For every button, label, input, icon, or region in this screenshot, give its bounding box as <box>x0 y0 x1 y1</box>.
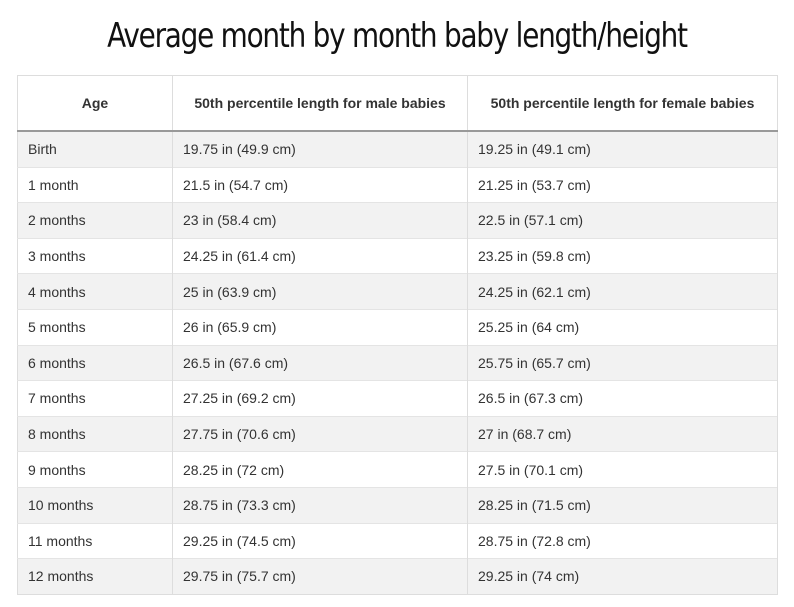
table-cell: 23.25 in (59.8 cm) <box>467 237 778 274</box>
table-row: 11 months 29.25 in (74.5 cm) 28.75 in (72.… <box>17 522 778 559</box>
table-cell: 25 in (63.9 cm) <box>172 273 468 310</box>
column-header: Age <box>17 75 173 132</box>
table-cell: 11 months <box>17 522 173 559</box>
table-cell: 29.75 in (75.7 cm) <box>172 558 468 595</box>
table-cell: 29.25 in (74 cm) <box>467 558 778 595</box>
table-row: 10 months 28.75 in (73.3 cm) 28.25 in (71.… <box>17 486 778 524</box>
table-row: 12 months 29.75 in (75.7 cm) 29.25 in (74 … <box>17 558 778 595</box>
table-cell: 10 months <box>17 486 173 524</box>
table-row: 8 months 27.75 in (70.6 cm) 27 in (68.7 cm… <box>17 415 778 452</box>
table-cell: 2 months <box>17 202 173 239</box>
table-row: 4 months 25 in (63.9 cm) 24.25 in (62.1 cm… <box>17 273 778 310</box>
table-cell: 21.5 in (54.7 cm) <box>172 166 468 203</box>
table-row: 1 month 21.5 in (54.7 cm) 21.25 in (53.7 c… <box>17 166 778 203</box>
table-cell: 9 months <box>17 451 173 488</box>
table-cell: 12 months <box>17 558 173 595</box>
table-row: 5 months 26 in (65.9 cm) 25.25 in (64 cm) <box>17 308 778 346</box>
table-cell: 22.5 in (57.1 cm) <box>467 202 778 239</box>
table-cell: 27.5 in (70.1 cm) <box>467 451 778 488</box>
table-cell: 21.25 in (53.7 cm) <box>467 166 778 203</box>
table-cell: 26 in (65.9 cm) <box>172 308 468 346</box>
table-cell: 27 in (68.7 cm) <box>467 415 778 452</box>
table-cell: 8 months <box>17 415 173 452</box>
table-cell: 6 months <box>17 344 173 381</box>
table-cell: 27.75 in (70.6 cm) <box>172 415 468 452</box>
header-row: Age 50th percentile length for male babie… <box>17 75 778 132</box>
table-cell: 24.25 in (61.4 cm) <box>172 237 468 274</box>
table-cell: 23 in (58.4 cm) <box>172 202 468 239</box>
table-cell: 26.5 in (67.3 cm) <box>467 380 778 417</box>
table-cell: 26.5 in (67.6 cm) <box>172 344 468 381</box>
table-cell: 19.75 in (49.9 cm) <box>172 130 468 168</box>
table-cell: 28.25 in (72 cm) <box>172 451 468 488</box>
table-cell: 7 months <box>17 380 173 417</box>
table-row: 9 months 28.25 in (72 cm) 27.5 in (70.1 cm… <box>17 451 778 488</box>
table-row: 2 months 23 in (58.4 cm) 22.5 in (57.1 cm) <box>17 202 778 239</box>
table-cell: 19.25 in (49.1 cm) <box>467 130 778 168</box>
table-cell: 27.25 in (69.2 cm) <box>172 380 468 417</box>
table-cell: 28.75 in (73.3 cm) <box>172 486 468 524</box>
table-cell: 25.25 in (64 cm) <box>467 308 778 346</box>
table-row: 7 months 27.25 in (69.2 cm) 26.5 in (67.3 … <box>17 380 778 417</box>
table-cell: 1 month <box>17 166 173 203</box>
table-cell: 24.25 in (62.1 cm) <box>467 273 778 310</box>
length-table: Age 50th percentile length for male babie… <box>17 75 778 595</box>
table-cell: 25.75 in (65.7 cm) <box>467 344 778 381</box>
column-header: 50th percentile length for female babies <box>467 75 778 132</box>
table-row: 3 months 24.25 in (61.4 cm) 23.25 in (59.8… <box>17 237 778 274</box>
table-row: Birth 19.75 in (49.9 cm) 19.25 in (49.1 cm… <box>17 130 778 168</box>
title: Average month by month baby length/heigh… <box>107 16 688 56</box>
table-cell: Birth <box>17 130 173 168</box>
table-cell: 3 months <box>17 237 173 274</box>
table-row: 6 months 26.5 in (67.6 cm) 25.75 in (65.7 … <box>17 344 778 381</box>
table-cell: 28.25 in (71.5 cm) <box>467 486 778 524</box>
table-cell: 28.75 in (72.8 cm) <box>467 522 778 559</box>
column-header: 50th percentile length for male babies <box>172 75 468 132</box>
table-cell: 4 months <box>17 273 173 310</box>
table-cell: 5 months <box>17 308 173 346</box>
table-cell: 29.25 in (74.5 cm) <box>172 522 468 559</box>
